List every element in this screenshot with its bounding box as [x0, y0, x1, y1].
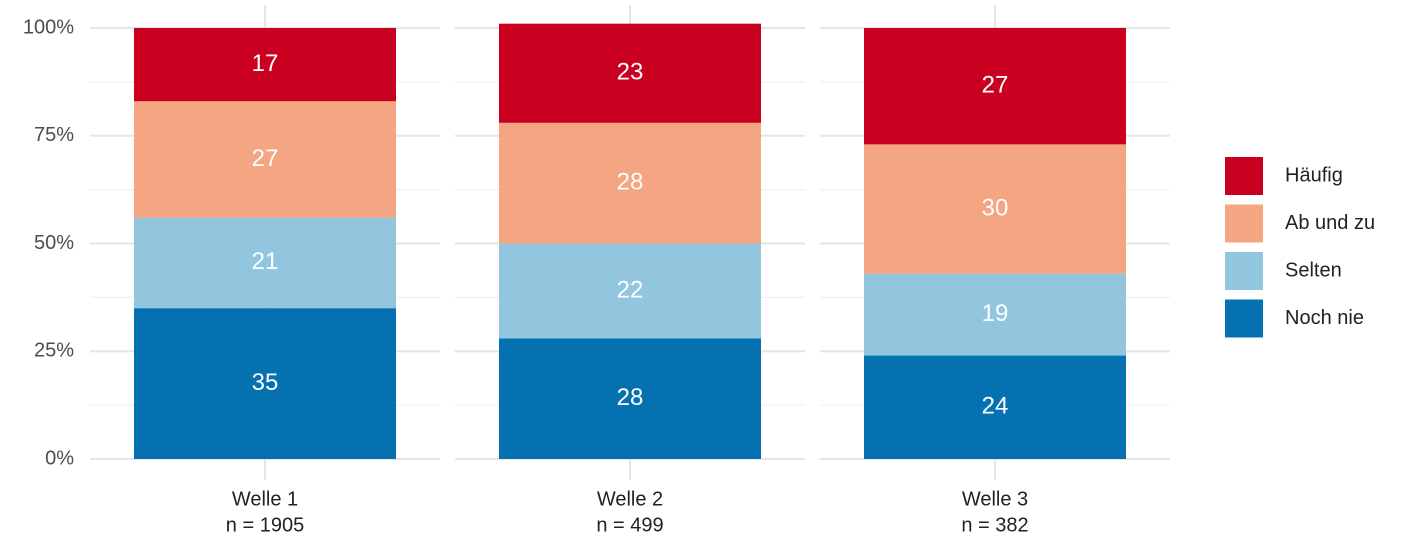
x-tick-label: Welle 1 [232, 488, 298, 510]
data-label: 23 [617, 59, 644, 86]
y-tick-label: 100% [23, 16, 74, 38]
bar-segment [134, 101, 396, 218]
data-label: 17 [252, 50, 279, 77]
legend-key [1225, 157, 1263, 195]
y-tick-label: 25% [34, 340, 74, 362]
legend-label: Selten [1285, 259, 1342, 281]
bar-segment [499, 23, 761, 123]
data-label: 28 [617, 169, 644, 196]
bar-segment [864, 273, 1126, 356]
x-tick-sublabel: n = 499 [596, 514, 663, 536]
bar-segment [499, 338, 761, 459]
x-tick-label: Welle 3 [962, 488, 1028, 510]
legend-label: Noch nie [1285, 307, 1364, 329]
bar-segment [864, 28, 1126, 145]
bar-segment [134, 217, 396, 309]
bar-segment [134, 308, 396, 459]
data-label: 27 [982, 72, 1009, 99]
data-label: 35 [252, 369, 279, 396]
bar-segment [499, 243, 761, 339]
legend-label: Ab und zu [1285, 212, 1375, 234]
legend-key [1225, 299, 1263, 338]
data-label: 30 [982, 194, 1009, 221]
bar-segment [499, 122, 761, 244]
legend-key [1225, 204, 1263, 243]
data-label: 19 [982, 300, 1009, 327]
bar-segment [864, 355, 1126, 459]
bar-segment [134, 28, 396, 102]
x-tick-sublabel: n = 1905 [226, 514, 304, 536]
data-label: 24 [982, 393, 1009, 420]
legend-key [1225, 252, 1263, 290]
y-tick-label: 50% [34, 232, 74, 254]
data-label: 21 [252, 248, 279, 275]
data-label: 22 [617, 276, 644, 303]
x-tick-label: Welle 2 [597, 488, 663, 510]
bar-segment [864, 144, 1126, 274]
legend-label: Häufig [1285, 164, 1343, 186]
y-tick-label: 75% [34, 124, 74, 146]
x-tick-sublabel: n = 382 [961, 514, 1028, 536]
data-label: 28 [617, 384, 644, 411]
y-tick-label: 0% [45, 447, 74, 469]
data-label: 27 [252, 145, 279, 172]
